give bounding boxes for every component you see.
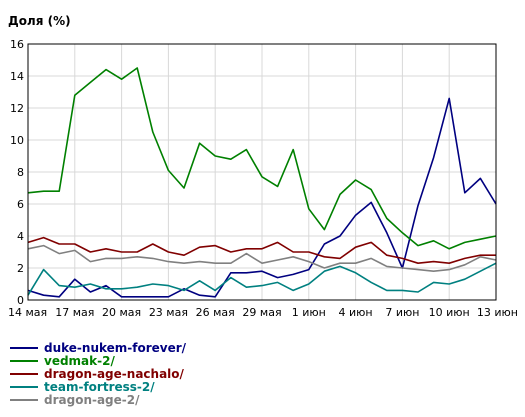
y-axis-title: Доля (%)	[8, 14, 71, 28]
x-tick-label: 23 мая	[149, 306, 188, 319]
grid	[27, 43, 497, 301]
x-tick-label: 17 мая	[55, 306, 94, 319]
y-tick-label: 8	[17, 166, 24, 179]
y-tick-label: 10	[10, 134, 24, 147]
series-line-0	[27, 97, 497, 298]
x-tick-label: 29 мая	[242, 306, 281, 319]
x-tick-label: 20 мая	[102, 306, 141, 319]
y-tick-label: 2	[17, 262, 24, 275]
x-tick-label: 1 июн	[292, 306, 326, 319]
series-line-3	[27, 262, 497, 296]
y-axis-ticks: 0 2 4 6 8 10 12 14 16	[10, 38, 24, 307]
series-line-2	[27, 236, 496, 265]
y-tick-label: 16	[10, 38, 24, 51]
y-tick-label: 0	[17, 294, 24, 307]
legend: duke-nukem-forever/vedmak-2/dragon-age-n…	[10, 341, 187, 407]
x-axis-ticks: 14 мая 17 мая 20 мая 23 мая 26 мая 29 мая 1 ию…	[8, 306, 518, 319]
legend-label: team-fortress-2/	[44, 380, 155, 394]
x-tick-label: 14 мая	[8, 306, 47, 319]
x-tick-label: 26 мая	[196, 306, 235, 319]
series-lines	[27, 67, 497, 298]
plot-frame	[27, 43, 497, 301]
x-tick-label: 10 июн	[429, 306, 470, 319]
x-tick-label: 13 июн	[477, 306, 518, 319]
legend-label: dragon-age-nachalo/	[44, 367, 185, 381]
y-tick-label: 4	[17, 230, 24, 243]
x-tick-label: 7 июн	[385, 306, 419, 319]
x-tick-label: 4 июн	[339, 306, 373, 319]
series-line-4	[27, 244, 497, 273]
legend-label: duke-nukem-forever/	[44, 341, 187, 355]
series-line-1	[27, 67, 497, 250]
y-tick-label: 12	[10, 102, 24, 115]
y-tick-label: 6	[17, 198, 24, 211]
y-tick-label: 14	[10, 70, 24, 83]
legend-label: dragon-age-2/	[44, 393, 140, 407]
legend-label: vedmak-2/	[44, 354, 115, 368]
